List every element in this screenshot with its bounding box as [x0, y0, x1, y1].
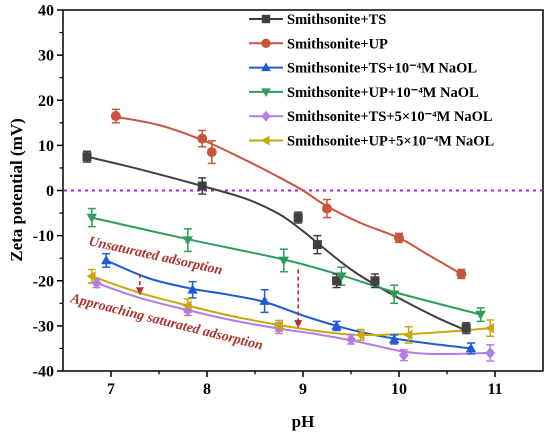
- y-tick-label: -40: [33, 364, 54, 381]
- series-1-point: [322, 203, 332, 214]
- series-5-point: [86, 271, 96, 282]
- y-tick-label: 10: [38, 138, 54, 155]
- series-5-point: [403, 329, 413, 341]
- series-1-point: [456, 268, 467, 279]
- legend-item-5: Smithsonite+UP+5×10⁻⁴M NaOL: [249, 134, 494, 150]
- y-tick-label: 40: [38, 3, 54, 20]
- legend-swatch-marker: [261, 38, 271, 48]
- series-2-point: [187, 284, 198, 294]
- y-tick-label: -20: [33, 273, 54, 290]
- series-0-point: [332, 276, 342, 286]
- series-5-point: [273, 320, 283, 332]
- legend: Smithsonite+TS Smithsonite+UP Smithsonite+…: [249, 12, 494, 150]
- series-5-point: [484, 322, 495, 334]
- axes-layer: 7 8 9 10 11 -40 -30 -20 -10 0 10 20 30 40: [33, 3, 503, 399]
- series-0-point: [197, 181, 207, 191]
- series-2-curve: [105, 259, 472, 350]
- legend-item-3: Smithsonite+UP+10⁻⁴M NaOL: [249, 85, 479, 101]
- series-0-point: [82, 152, 92, 162]
- series-2-point: [259, 295, 270, 305]
- adsorption-arrow-0: [135, 273, 144, 296]
- series-3-point: [389, 290, 400, 300]
- series-3-point: [336, 272, 347, 282]
- series-5-curve: [91, 275, 491, 336]
- x-tick-label: 8: [203, 381, 211, 398]
- legend-swatch-marker: [261, 110, 271, 122]
- fit-curves-layer: [86, 115, 491, 356]
- series-1-point: [394, 232, 404, 243]
- y-axis-title: Zeta potential (mV): [7, 118, 26, 262]
- legend-label: Smithsonite+TS+5×10⁻⁴M NaOL: [287, 109, 493, 125]
- series-1-curve: [115, 115, 462, 275]
- legend-swatch-marker: [260, 135, 270, 146]
- legend-swatch-marker: [261, 88, 271, 97]
- markers-layer: [82, 111, 496, 362]
- series-1-point: [110, 111, 121, 122]
- x-tick-label: 7: [107, 381, 115, 398]
- x-tick-label: 9: [299, 381, 307, 398]
- series-0-point: [312, 240, 322, 250]
- series-4-point: [485, 347, 496, 359]
- legend-item-4: Smithsonite+TS+5×10⁻⁴M NaOL: [249, 109, 493, 125]
- series-5-point: [182, 300, 192, 311]
- series-3-point: [475, 310, 486, 320]
- series-4-point: [91, 277, 102, 289]
- series-4-point: [398, 349, 409, 362]
- series-3-point: [182, 236, 193, 246]
- legend-swatch-marker: [261, 62, 271, 72]
- y-tick-label: -10: [33, 228, 54, 245]
- series-0-point: [461, 323, 471, 333]
- y-tick-label: -30: [33, 318, 54, 335]
- series-0-curve: [86, 155, 467, 332]
- legend-label: Smithsonite+UP: [287, 36, 388, 52]
- adsorption-arrow-1: [294, 269, 303, 329]
- legend-item-1: Smithsonite+UP: [249, 36, 388, 52]
- series-2-point: [465, 343, 477, 353]
- x-tick-label: 10: [391, 381, 407, 398]
- series-3-curve: [91, 216, 481, 316]
- series-2-point: [331, 320, 342, 330]
- legend-swatch-marker: [261, 14, 271, 24]
- annotation-arrows-layer: [135, 269, 303, 329]
- legend-label: Smithsonite+TS: [287, 12, 386, 28]
- series-2-point: [389, 334, 400, 344]
- series-0-point: [370, 276, 380, 286]
- y-tick-label: 30: [38, 48, 54, 65]
- legend-label: Smithsonite+TS+10⁻⁴M NaOL: [287, 61, 477, 77]
- series-1-point: [206, 147, 217, 158]
- legend-label: Smithsonite+UP+10⁻⁴M NaOL: [287, 85, 479, 101]
- x-tick-label: 11: [487, 381, 502, 398]
- legend-item-2: Smithsonite+TS+10⁻⁴M NaOL: [249, 61, 477, 77]
- legend-label: Smithsonite+UP+5×10⁻⁴M NaOL: [287, 134, 494, 150]
- series-5-point: [355, 329, 365, 341]
- y-tick-label: 20: [38, 93, 54, 110]
- legend-item-0: Smithsonite+TS: [249, 12, 386, 28]
- series-3-point: [278, 256, 289, 266]
- series-2-point: [101, 255, 112, 265]
- series-1-point: [197, 133, 208, 144]
- x-axis-title: pH: [292, 412, 315, 431]
- series-3-point: [86, 213, 97, 223]
- y-tick-label: 0: [46, 183, 54, 200]
- series-0-point: [293, 213, 303, 223]
- series-4-point: [346, 333, 356, 346]
